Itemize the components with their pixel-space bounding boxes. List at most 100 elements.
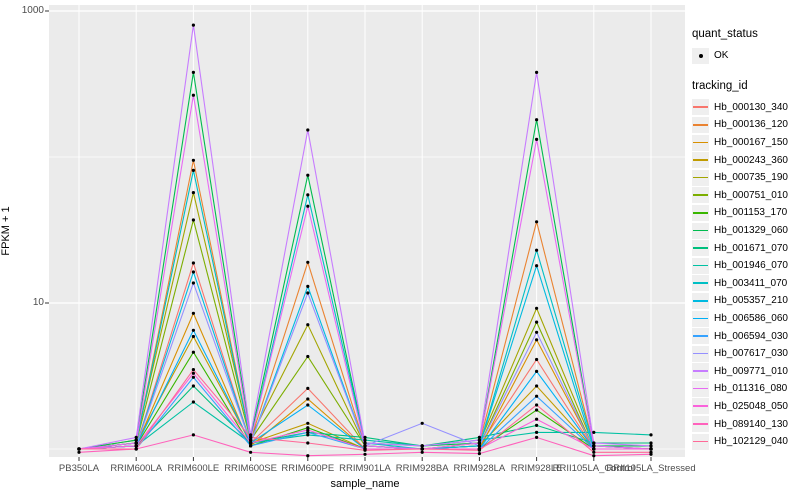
data-point [477,452,481,456]
data-point [306,433,310,437]
x-tick-label-RRII105LA_Stressed: RRII105LA_Stressed [606,463,696,474]
legend-key-box [692,398,709,415]
legend-item-Hb_000130_340: Hb_000130_340 [692,99,798,117]
legend-item-ok: OK [692,47,798,65]
data-point [191,350,195,354]
data-point [649,433,653,437]
data-point [477,441,481,445]
legend-item-Hb_006586_060: Hb_006586_060 [692,310,798,328]
data-point [134,435,138,439]
data-point [535,357,539,362]
legend: quant_status OK tracking_id Hb_000130_34… [692,28,798,450]
legend-tracking-items: Hb_000130_340 Hb_000136_120 Hb_000167_150 H… [692,99,798,451]
data-point [535,435,539,439]
data-point [191,23,195,27]
legend-item-label: Hb_000243_360 [714,154,788,166]
line-swatch-icon [693,247,708,249]
x-tick-label-PB350LA: PB350LA [58,463,100,474]
x-tick-label-RRIM600LE: RRIM600LE [167,463,220,474]
data-point [649,447,653,451]
data-point [306,397,310,401]
data-point [649,441,653,445]
data-point [363,448,367,452]
line-swatch-icon [693,335,708,337]
legend-item-label: Hb_102129_040 [714,436,788,448]
legend-key-box [692,169,709,186]
data-point [477,438,481,442]
data-point [134,441,138,445]
line-swatch-icon [693,159,708,161]
data-point [306,454,310,458]
panel-background [49,5,685,457]
x-tick-label-RRIM928BA: RRIM928BA [395,463,449,474]
data-point [191,93,195,97]
data-point [306,354,310,359]
line-swatch-icon [693,229,708,232]
x-tick-label-RRIM928LA: RRIM928LA [453,463,506,474]
legend-item-Hb_025048_050: Hb_025048_050 [692,398,798,416]
x-tick-label-RRIM600LA: RRIM600LA [110,463,163,474]
data-point [535,394,539,398]
data-point [535,369,539,373]
x-tick-label-RRIM600SE: RRIM600SE [224,463,277,474]
x-axis-title: sample_name [330,478,400,490]
data-point [306,193,310,197]
legend-key-box [692,152,709,169]
line-swatch-icon [693,211,708,214]
data-point [77,447,81,451]
data-point [535,264,539,268]
data-point [249,438,253,442]
data-point [535,423,539,427]
data-point [535,417,539,421]
legend-item-Hb_089140_130: Hb_089140_130 [692,415,798,433]
data-point [249,433,253,437]
legend-item-label: Hb_005357_210 [714,295,788,307]
data-point [649,444,653,448]
legend-item-label: Hb_000735_190 [714,172,788,184]
data-point [134,447,138,451]
legend-key-box [692,222,709,239]
legend-item-Hb_001329_060: Hb_001329_060 [692,222,798,240]
legend-key-box [692,240,709,257]
data-point [191,328,195,332]
legend-tracking-title: tracking_id [692,79,748,92]
legend-item-label: Hb_011316_080 [714,383,788,395]
legend-item-Hb_000751_010: Hb_000751_010 [692,187,798,205]
legend-item-label: Hb_001329_060 [714,225,788,237]
data-point [191,281,195,285]
legend-quant-status: quant_status OK [692,28,798,65]
legend-item-Hb_001671_070: Hb_001671_070 [692,239,798,257]
data-point [191,371,195,375]
legend-item-label: Hb_000751_010 [714,189,788,201]
data-point [191,158,195,162]
x-tick-label-RRIM928LE: RRIM928LE [510,463,563,474]
line-swatch-icon [693,405,708,408]
data-point [535,220,539,224]
line-swatch-icon [693,194,708,196]
y-tick-label: 1000 [21,5,44,16]
line-swatch-icon [693,176,708,179]
legend-item-Hb_007617_030: Hb_007617_030 [692,345,798,363]
data-point [363,444,367,448]
data-point [134,444,138,448]
data-point [592,450,596,454]
point-marker-icon [698,53,703,58]
data-point [191,168,195,172]
legend-item-label: Hb_001153_170 [714,207,788,219]
data-point [420,421,424,425]
data-point [306,204,310,208]
data-point [363,435,367,439]
data-point [535,338,539,342]
legend-item-label: Hb_003411_070 [714,277,788,289]
data-point [77,450,81,454]
data-point [592,444,596,448]
x-tick-label-RRII105LA_Control: RRII105LA_Control [552,463,635,474]
legend-item-label: Hb_000136_120 [714,119,788,131]
data-point [306,441,310,445]
data-point [191,334,195,339]
data-point [592,441,596,445]
data-point [363,441,367,445]
legend-item-Hb_001946_070: Hb_001946_070 [692,257,798,275]
